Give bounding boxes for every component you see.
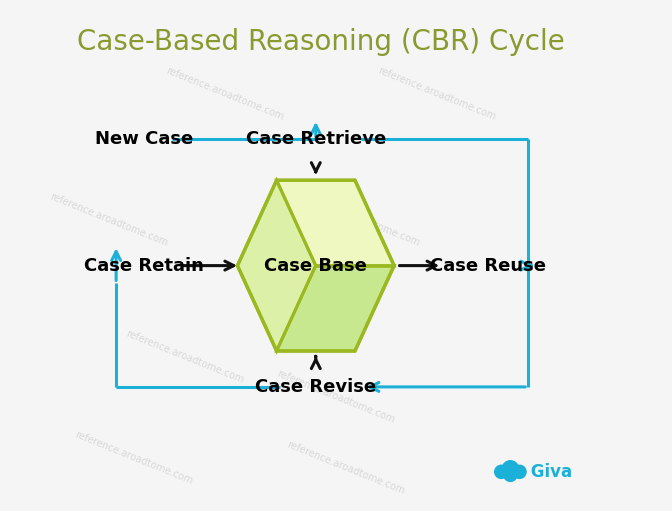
Text: reference.aroadtome.com: reference.aroadtome.com — [276, 369, 396, 425]
Text: reference.aroadtome.com: reference.aroadtome.com — [165, 65, 285, 122]
Circle shape — [504, 468, 517, 481]
Text: reference.aroadtome.com: reference.aroadtome.com — [301, 192, 421, 248]
Text: Case Retrieve: Case Retrieve — [246, 130, 386, 148]
Text: reference.aroadtome.com: reference.aroadtome.com — [48, 192, 169, 248]
Text: Case-Based Reasoning (CBR) Cycle: Case-Based Reasoning (CBR) Cycle — [77, 28, 564, 56]
Text: Case Base: Case Base — [264, 257, 367, 274]
Circle shape — [495, 465, 508, 478]
Text: Case Revise: Case Revise — [255, 378, 376, 396]
Text: Case Reuse: Case Reuse — [429, 257, 546, 274]
Polygon shape — [277, 266, 394, 351]
Polygon shape — [237, 180, 316, 351]
Text: reference.aroadtome.com: reference.aroadtome.com — [377, 65, 497, 122]
Polygon shape — [277, 180, 394, 266]
Circle shape — [513, 465, 526, 478]
Text: reference.aroadtome.com: reference.aroadtome.com — [286, 439, 407, 496]
Text: Giva: Giva — [525, 463, 572, 481]
Text: Case Retain: Case Retain — [84, 257, 204, 274]
Circle shape — [502, 461, 519, 477]
Text: New Case: New Case — [95, 130, 193, 148]
Text: reference.aroadtome.com: reference.aroadtome.com — [73, 429, 194, 486]
Text: reference.aroadtome.com: reference.aroadtome.com — [124, 328, 245, 385]
